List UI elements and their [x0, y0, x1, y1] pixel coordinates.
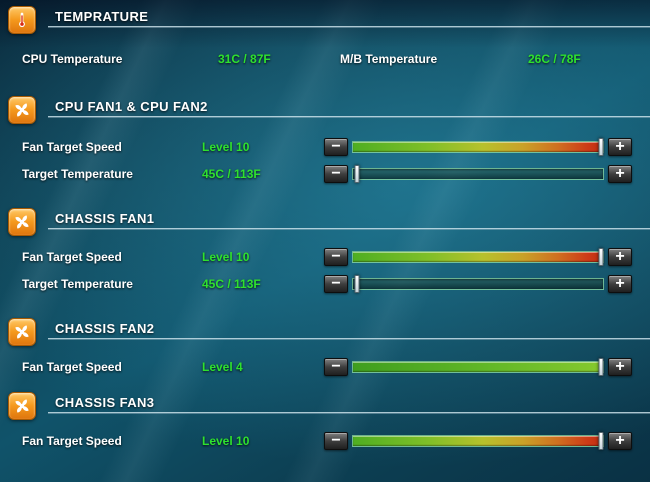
temperature-readings-row: CPU Temperature 31C / 87F M/B Temperatur… — [0, 49, 650, 69]
decrease-button[interactable]: − — [324, 432, 348, 450]
target-temperature-value: 45C / 113F — [202, 167, 261, 181]
increase-button[interactable]: + — [608, 358, 632, 376]
decrease-button[interactable]: − — [324, 138, 348, 156]
slider-handle[interactable] — [598, 138, 603, 156]
fan-icon — [8, 318, 36, 346]
decrease-button[interactable]: − — [324, 275, 348, 293]
section-chassis-fan1-header: CHASSIS FAN1 — [8, 208, 650, 242]
increase-button[interactable]: + — [608, 165, 632, 183]
cpu-fan-speed-row: Fan Target Speed Level 10 − + — [0, 137, 650, 157]
increase-button[interactable]: + — [608, 248, 632, 266]
increase-button[interactable]: + — [608, 432, 632, 450]
cpu-target-temp-row: Target Temperature 45C / 113F − + — [0, 164, 650, 184]
section-title-chassis-fan2: CHASSIS FAN2 — [55, 321, 155, 336]
section-cpu-fan-header: CPU FAN1 & CPU FAN2 — [8, 96, 650, 130]
minus-icon: − — [331, 358, 341, 375]
fan-target-speed-value: Level 10 — [202, 250, 250, 264]
mb-temperature-label: M/B Temperature — [340, 52, 438, 66]
increase-button[interactable]: + — [608, 138, 632, 156]
mb-temperature-value: 26C / 78F — [528, 52, 581, 66]
cpu-temperature-label: CPU Temperature — [22, 52, 123, 66]
fan-target-speed-label: Fan Target Speed — [22, 434, 122, 448]
chassis1-target-temp-row: Target Temperature 45C / 113F − + — [0, 274, 650, 294]
fan-target-speed-label: Fan Target Speed — [22, 360, 122, 374]
chassis1-fan-speed-row: Fan Target Speed Level 10 − + — [0, 247, 650, 267]
section-title-chassis-fan3: CHASSIS FAN3 — [55, 395, 155, 410]
increase-button[interactable]: + — [608, 275, 632, 293]
chassis3-fan-speed-row: Fan Target Speed Level 10 − + — [0, 431, 650, 451]
plus-icon: + — [615, 165, 625, 182]
section-chassis-fan3-header: CHASSIS FAN3 — [8, 392, 650, 426]
chassis1-target-temp-slider: − + — [324, 274, 632, 294]
slider-handle[interactable] — [598, 248, 603, 266]
minus-icon: − — [331, 275, 341, 292]
fan-icon — [8, 392, 36, 420]
section-divider — [48, 338, 650, 340]
fan-target-speed-value: Level 4 — [202, 360, 243, 374]
fan-target-speed-value: Level 10 — [202, 140, 250, 154]
section-divider — [48, 116, 650, 118]
chassis1-fan-speed-slider: − + — [324, 247, 632, 267]
chassis2-fan-speed-row: Fan Target Speed Level 4 − + — [0, 357, 650, 377]
slider-handle[interactable] — [598, 432, 603, 450]
section-title-cpu-fan: CPU FAN1 & CPU FAN2 — [55, 99, 208, 114]
slider-track[interactable] — [352, 432, 604, 450]
slider-fill — [353, 436, 603, 446]
slider-fill — [353, 252, 603, 262]
fan-target-speed-label: Fan Target Speed — [22, 140, 122, 154]
plus-icon: + — [615, 432, 625, 449]
slider-fill — [353, 362, 603, 372]
slider-fill — [353, 142, 603, 152]
target-temperature-value: 45C / 113F — [202, 277, 261, 291]
plus-icon: + — [615, 275, 625, 292]
minus-icon: − — [331, 138, 341, 155]
minus-icon: − — [331, 165, 341, 182]
slider-handle[interactable] — [354, 165, 360, 183]
fan-icon — [8, 208, 36, 236]
decrease-button[interactable]: − — [324, 165, 348, 183]
target-temperature-label: Target Temperature — [22, 277, 133, 291]
plus-icon: + — [615, 358, 625, 375]
section-chassis-fan2-header: CHASSIS FAN2 — [8, 318, 650, 352]
fan-target-speed-value: Level 10 — [202, 434, 250, 448]
plus-icon: + — [615, 138, 625, 155]
cpu-target-temp-slider: − + — [324, 164, 632, 184]
plus-icon: + — [615, 248, 625, 265]
slider-track[interactable] — [352, 275, 604, 293]
thermometer-icon — [8, 6, 36, 34]
minus-icon: − — [331, 432, 341, 449]
section-divider — [48, 26, 650, 28]
target-temperature-label: Target Temperature — [22, 167, 133, 181]
minus-icon: − — [331, 248, 341, 265]
slider-track[interactable] — [352, 358, 604, 376]
fan-target-speed-label: Fan Target Speed — [22, 250, 122, 264]
section-divider — [48, 228, 650, 230]
chassis3-fan-speed-slider: − + — [324, 431, 632, 451]
cpu-temperature-value: 31C / 87F — [218, 52, 271, 66]
section-temperature-header: TEMPRATURE — [8, 6, 650, 40]
slider-track[interactable] — [352, 248, 604, 266]
fan-icon — [8, 96, 36, 124]
decrease-button[interactable]: − — [324, 248, 348, 266]
slider-handle[interactable] — [598, 358, 603, 376]
decrease-button[interactable]: − — [324, 358, 348, 376]
section-divider — [48, 412, 650, 414]
section-title-chassis-fan1: CHASSIS FAN1 — [55, 211, 155, 226]
section-title-temperature: TEMPRATURE — [55, 9, 149, 24]
slider-track[interactable] — [352, 138, 604, 156]
chassis2-fan-speed-slider: − + — [324, 357, 632, 377]
slider-handle[interactable] — [354, 275, 360, 293]
slider-track[interactable] — [352, 165, 604, 183]
cpu-fan-speed-slider: − + — [324, 137, 632, 157]
